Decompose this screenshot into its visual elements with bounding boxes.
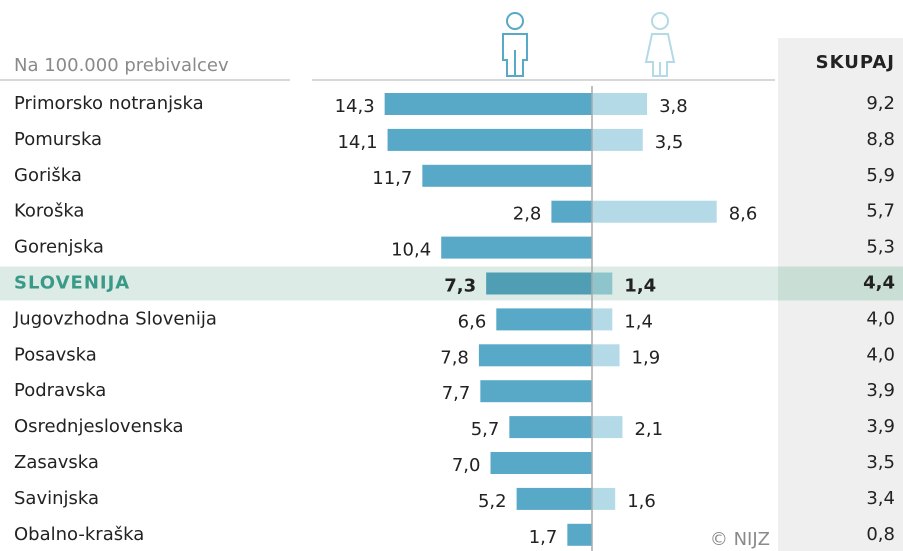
male-bar	[496, 308, 592, 331]
category-label: Pomurska	[14, 129, 102, 150]
male-value: 1,7	[529, 527, 558, 548]
total-value: 3,4	[866, 488, 895, 509]
male-value: 7,0	[452, 455, 481, 476]
female-value: 2,1	[634, 419, 663, 440]
male-value: 2,8	[513, 204, 542, 225]
female-value: 1,4	[624, 311, 653, 332]
total-value: 4,0	[866, 344, 895, 365]
male-value: 7,8	[440, 347, 469, 368]
male-value: 14,1	[337, 132, 377, 153]
male-bar	[509, 416, 592, 439]
male-bar	[516, 487, 592, 510]
category-label: Posavska	[14, 344, 97, 365]
category-label: Gorenjska	[14, 237, 104, 258]
female-value: 1,6	[627, 491, 656, 512]
male-bar	[384, 93, 592, 115]
female-value: 3,8	[659, 96, 688, 117]
category-label: Zasavska	[14, 452, 99, 473]
category-label: Obalno-kraška	[14, 524, 144, 545]
male-bar	[478, 344, 592, 367]
subtitle: Na 100.000 prebivalcev	[14, 55, 229, 76]
male-value: 6,6	[458, 311, 487, 332]
total-value: 0,8	[866, 524, 895, 545]
category-label: Goriška	[14, 165, 82, 186]
female-bar	[592, 128, 643, 151]
male-icon	[502, 12, 528, 77]
female-bar	[592, 200, 717, 223]
total-value: 3,9	[866, 416, 895, 437]
male-value: 7,3	[444, 276, 476, 297]
category-label: Osrednjeslovenska	[14, 416, 184, 437]
male-bar	[387, 128, 592, 151]
category-label: Podravska	[14, 380, 106, 401]
female-bar	[592, 272, 613, 295]
total-header: SKUPAJ	[816, 52, 895, 73]
source: © NIJZ	[710, 529, 770, 550]
female-value: 1,9	[632, 347, 661, 368]
female-bar	[592, 93, 648, 115]
male-value: 11,7	[372, 168, 412, 189]
male-bar	[441, 236, 592, 259]
highlight-total	[778, 266, 903, 301]
total-value: 8,8	[866, 129, 895, 150]
total-value: 5,7	[866, 201, 895, 222]
male-bar	[551, 200, 592, 223]
total-value: 9,2	[866, 93, 895, 114]
male-bar	[422, 164, 592, 187]
male-bar	[480, 380, 592, 403]
male-value: 10,4	[391, 240, 431, 261]
male-bar	[567, 523, 592, 546]
male-value: 5,2	[478, 491, 507, 512]
total-value: 4,0	[866, 308, 895, 329]
female-bar	[592, 308, 613, 331]
total-value: 5,9	[866, 165, 895, 186]
category-label: Primorsko notranjska	[14, 93, 204, 114]
female-icon	[644, 12, 676, 77]
male-value: 5,7	[471, 419, 500, 440]
female-value: 3,5	[655, 132, 684, 153]
male-value: 14,3	[335, 96, 375, 117]
category-label: SLOVENIJA	[14, 273, 130, 294]
total-value: 3,9	[866, 380, 895, 401]
female-bar	[592, 487, 616, 510]
male-bar	[490, 452, 592, 474]
female-bar	[592, 344, 620, 367]
female-bar	[592, 416, 623, 439]
male-value: 7,7	[442, 383, 471, 404]
female-value: 8,6	[729, 204, 758, 225]
total-value: 3,5	[866, 452, 895, 473]
category-label: Savinjska	[14, 488, 99, 509]
male-bar	[486, 272, 592, 295]
total-value: 5,3	[866, 237, 895, 258]
category-label: Koroška	[14, 201, 84, 222]
highlight-row	[0, 266, 903, 301]
female-value: 1,4	[624, 276, 656, 297]
total-value: 4,4	[863, 273, 895, 294]
category-label: Jugovzhodna Slovenija	[13, 308, 217, 329]
